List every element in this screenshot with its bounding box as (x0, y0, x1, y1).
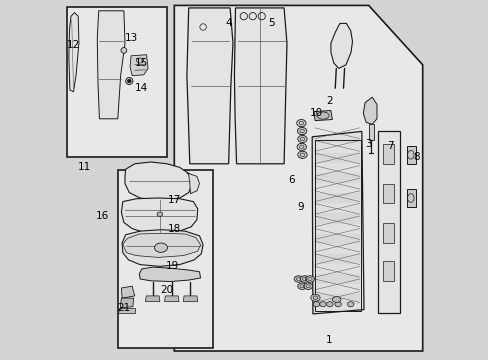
Text: 14: 14 (135, 83, 148, 93)
Text: 16: 16 (96, 211, 109, 221)
Polygon shape (314, 153, 360, 163)
Ellipse shape (296, 143, 306, 150)
Polygon shape (314, 234, 360, 244)
Polygon shape (330, 23, 352, 68)
Polygon shape (406, 146, 415, 164)
Polygon shape (234, 8, 286, 164)
Ellipse shape (297, 283, 306, 289)
Polygon shape (120, 298, 133, 308)
Ellipse shape (319, 302, 325, 307)
Polygon shape (183, 296, 197, 302)
Polygon shape (125, 162, 192, 200)
Text: 6: 6 (287, 175, 294, 185)
Ellipse shape (154, 243, 167, 252)
Text: 21: 21 (117, 303, 130, 313)
Polygon shape (145, 296, 160, 302)
Ellipse shape (347, 302, 353, 307)
Ellipse shape (305, 276, 314, 282)
Ellipse shape (316, 112, 328, 119)
Polygon shape (186, 8, 232, 164)
Polygon shape (314, 294, 360, 304)
Polygon shape (313, 111, 332, 121)
Text: 13: 13 (124, 33, 138, 43)
Polygon shape (314, 213, 360, 224)
Ellipse shape (303, 283, 312, 289)
Bar (118, 170, 213, 348)
Ellipse shape (297, 135, 306, 143)
Polygon shape (368, 124, 373, 140)
Ellipse shape (297, 151, 306, 158)
Polygon shape (186, 173, 199, 194)
Ellipse shape (332, 297, 340, 302)
Ellipse shape (334, 302, 341, 307)
Ellipse shape (310, 294, 320, 301)
Text: 5: 5 (267, 18, 274, 28)
Ellipse shape (297, 127, 306, 135)
Polygon shape (121, 286, 134, 298)
Polygon shape (121, 198, 197, 233)
Ellipse shape (313, 302, 319, 307)
Polygon shape (69, 13, 79, 92)
Text: 9: 9 (296, 202, 303, 212)
Ellipse shape (300, 276, 308, 282)
Polygon shape (314, 254, 360, 264)
Ellipse shape (125, 77, 133, 85)
Ellipse shape (157, 212, 163, 216)
Text: 20: 20 (160, 285, 173, 295)
Polygon shape (139, 267, 200, 282)
Ellipse shape (136, 58, 143, 63)
Ellipse shape (296, 120, 305, 127)
Polygon shape (97, 11, 125, 119)
Text: 7: 7 (386, 141, 393, 151)
Polygon shape (311, 131, 363, 314)
Ellipse shape (326, 302, 332, 307)
Text: 12: 12 (67, 40, 80, 50)
Bar (383, 261, 393, 281)
Text: 10: 10 (309, 108, 323, 118)
Bar (383, 184, 393, 203)
Polygon shape (314, 193, 360, 203)
Text: 18: 18 (167, 224, 181, 234)
Text: 15: 15 (135, 58, 148, 68)
Bar (383, 223, 393, 243)
Text: 3: 3 (365, 139, 371, 149)
Polygon shape (377, 131, 399, 313)
Ellipse shape (127, 79, 131, 83)
Ellipse shape (121, 48, 126, 53)
Polygon shape (122, 233, 200, 257)
Polygon shape (406, 189, 415, 207)
Text: 11: 11 (78, 162, 91, 172)
Text: 8: 8 (412, 152, 419, 162)
Polygon shape (314, 173, 360, 183)
Polygon shape (164, 296, 179, 302)
Ellipse shape (294, 276, 302, 282)
Polygon shape (314, 274, 360, 284)
Text: 2: 2 (325, 96, 332, 106)
Polygon shape (130, 55, 148, 76)
Polygon shape (363, 97, 376, 124)
Text: 19: 19 (165, 261, 179, 271)
Text: 1: 1 (325, 335, 332, 345)
Text: 4: 4 (224, 18, 231, 28)
Bar (314, 140, 361, 311)
Polygon shape (174, 5, 422, 351)
Polygon shape (314, 139, 360, 143)
Polygon shape (118, 308, 134, 313)
Bar (383, 144, 393, 164)
Text: 17: 17 (167, 195, 181, 205)
Polygon shape (122, 230, 203, 266)
Bar (67, 7, 167, 157)
